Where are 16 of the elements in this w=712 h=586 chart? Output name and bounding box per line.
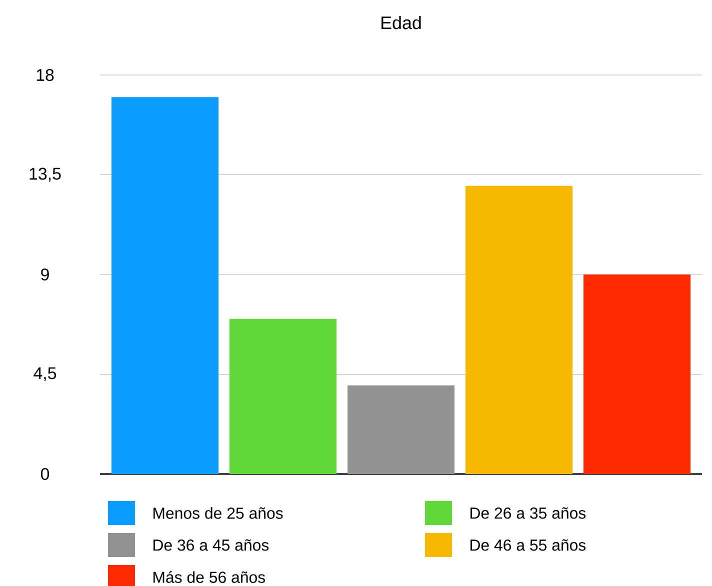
bar [466,186,573,474]
legend-label: Menos de 25 años [154,507,283,519]
legend-label: De 46 a 55 años [470,539,586,551]
bar [112,97,219,474]
legend-label: De 26 a 35 años [470,507,586,519]
y-tick-label: 13,5 [30,168,61,182]
legend-label: De 36 a 45 años [154,539,269,551]
bar [348,385,455,474]
y-tick-label: 18 [36,68,54,81]
legend-label: Más de 56 años [154,571,266,583]
bar [584,274,691,474]
chart-title: Edad [382,16,421,30]
y-tick-label: 0 [40,468,50,480]
bar [230,318,337,474]
y-tick-label: 9 [41,268,49,280]
y-tick-label: 4,5 [34,367,56,382]
